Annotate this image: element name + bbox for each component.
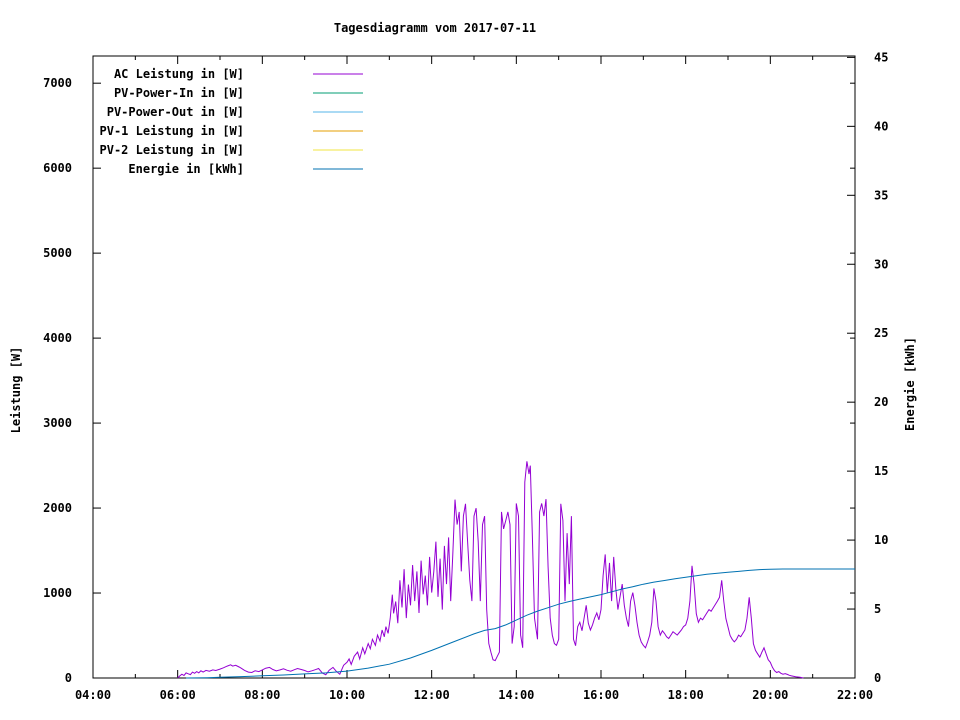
y-left-tick-label: 1000 [43,586,72,600]
legend-label: PV-2 Leistung in [W] [100,143,245,157]
y-right-tick-label: 20 [874,395,888,409]
x-tick-label: 06:00 [160,688,196,702]
y-right-tick-label: 10 [874,533,888,547]
y-right-tick-label: 0 [874,671,881,685]
y-left-tick-label: 4000 [43,331,72,345]
x-tick-label: 10:00 [329,688,365,702]
y-right-tick-label: 15 [874,464,888,478]
x-tick-label: 16:00 [583,688,619,702]
series-line-5 [186,568,855,679]
x-tick-label: 14:00 [498,688,534,702]
legend-label: PV-Power-In in [W] [114,86,244,100]
y-right-tick-label: 30 [874,257,888,271]
y-right-tick-label: 35 [874,188,888,202]
y-left-tick-label: 5000 [43,246,72,260]
legend-label: PV-1 Leistung in [W] [100,124,245,138]
legend-label: AC Leistung in [W] [114,67,244,81]
x-tick-label: 04:00 [75,688,111,702]
y-right-tick-label: 45 [874,50,888,64]
x-tick-label: 18:00 [668,688,704,702]
x-tick-label: 20:00 [752,688,788,702]
x-tick-label: 08:00 [244,688,280,702]
x-tick-label: 22:00 [837,688,873,702]
series-line-0 [177,461,804,679]
y-left-tick-label: 2000 [43,501,72,515]
legend-label: Energie in [kWh] [128,162,244,176]
legend-label: PV-Power-Out in [W] [107,105,244,119]
y-left-tick-label: 0 [65,671,72,685]
y-left-tick-label: 6000 [43,161,72,175]
y-right-tick-label: 5 [874,602,881,616]
y-left-tick-label: 3000 [43,416,72,430]
y-right-tick-label: 25 [874,326,888,340]
x-tick-label: 12:00 [414,688,450,702]
y-left-tick-label: 7000 [43,76,72,90]
chart-title: Tagesdiagramm vom 2017-07-11 [333,21,537,35]
y-right-tick-label: 40 [874,119,888,133]
